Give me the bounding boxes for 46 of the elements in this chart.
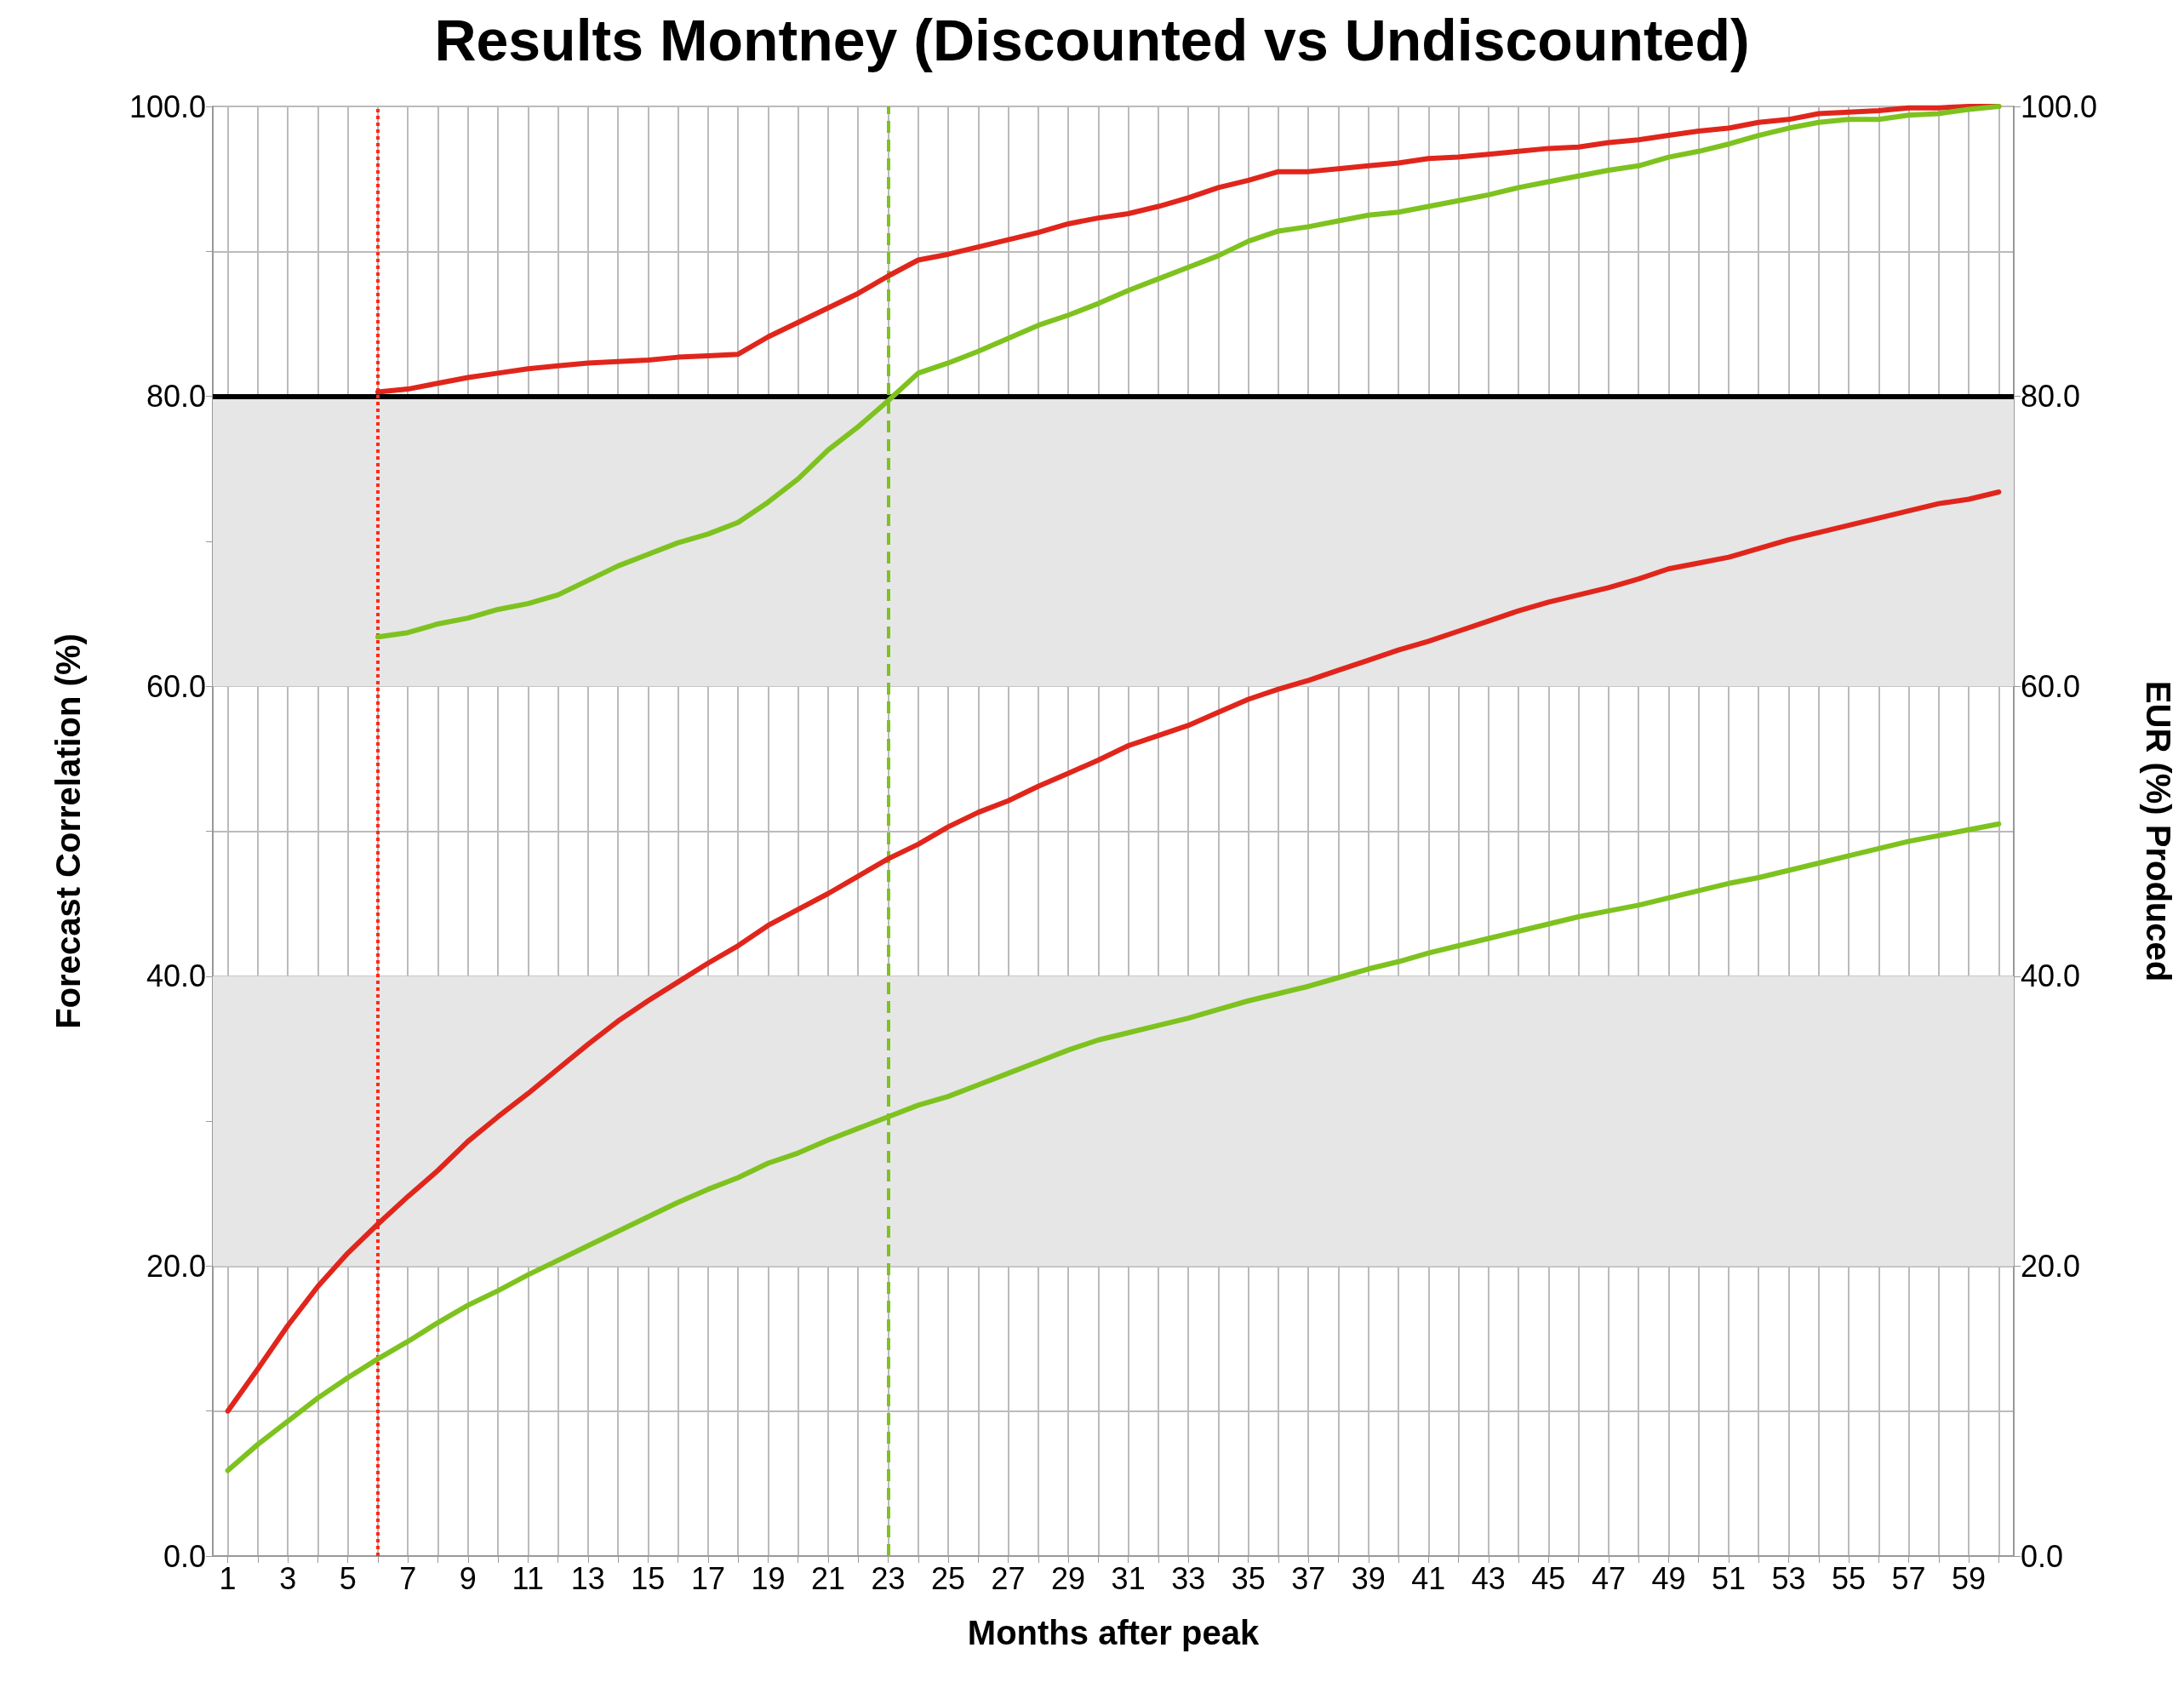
x-tick-label: 51: [1711, 1560, 1746, 1596]
x-tick-label: 39: [1351, 1560, 1386, 1596]
x-tick-label: 27: [991, 1560, 1026, 1596]
y-tick-label: 40.0: [146, 958, 206, 994]
x-tick-label: 21: [810, 1560, 845, 1596]
y2-tick-label: 60.0: [2021, 668, 2081, 704]
y2-axis-title: EUR (%) Produced: [2140, 680, 2177, 982]
x-tick-label: 41: [1411, 1560, 1446, 1596]
x-tick-label: 7: [399, 1560, 417, 1596]
y2-tick-label: 40.0: [2021, 958, 2081, 994]
y2-tick-label: 20.0: [2021, 1248, 2081, 1284]
y2-tick-label: 0.0: [2021, 1538, 2064, 1574]
x-tick-label: 55: [1832, 1560, 1867, 1596]
y-tick-label: 60.0: [146, 668, 206, 704]
y-tick-label: 0.0: [163, 1538, 206, 1574]
x-tick-label: 31: [1111, 1560, 1146, 1596]
x-tick-label: 19: [751, 1560, 786, 1596]
x-tick-label: 33: [1171, 1560, 1206, 1596]
x-tick-label: 3: [279, 1560, 297, 1596]
x-tick-label: 23: [871, 1560, 906, 1596]
x-tick-label: 29: [1051, 1560, 1086, 1596]
y-tick-label: 80.0: [146, 379, 206, 415]
y2-tick-label: 80.0: [2021, 379, 2081, 415]
x-tick-label: 13: [570, 1560, 605, 1596]
y2-tick-label: 100.0: [2021, 89, 2098, 124]
x-tick-label: 17: [690, 1560, 725, 1596]
x-tick-label: 5: [339, 1560, 357, 1596]
chart-title: Results Montney (Discounted vs Undiscounted): [434, 8, 1750, 72]
x-tick-label: 37: [1291, 1560, 1326, 1596]
y-tick-label: 20.0: [146, 1248, 206, 1284]
x-tick-label: 53: [1771, 1560, 1806, 1596]
x-tick-label: 35: [1231, 1560, 1266, 1596]
x-tick-label: 9: [459, 1560, 477, 1596]
x-tick-label: 25: [931, 1560, 966, 1596]
x-tick-label: 15: [631, 1560, 666, 1596]
x-tick-label: 43: [1471, 1560, 1506, 1596]
x-tick-label: 47: [1591, 1560, 1626, 1596]
y-tick-label: 100.0: [129, 89, 206, 124]
x-tick-label: 1: [219, 1560, 237, 1596]
x-tick-label: 45: [1531, 1560, 1566, 1596]
x-tick-label: 57: [1891, 1560, 1926, 1596]
x-tick-label: 59: [1952, 1560, 1987, 1596]
x-tick-label: 49: [1651, 1560, 1686, 1596]
x-tick-label: 11: [512, 1560, 544, 1596]
y-axis-title: Forecast Correlation (%): [49, 633, 87, 1029]
x-axis-title: Months after peak: [967, 1614, 1260, 1651]
